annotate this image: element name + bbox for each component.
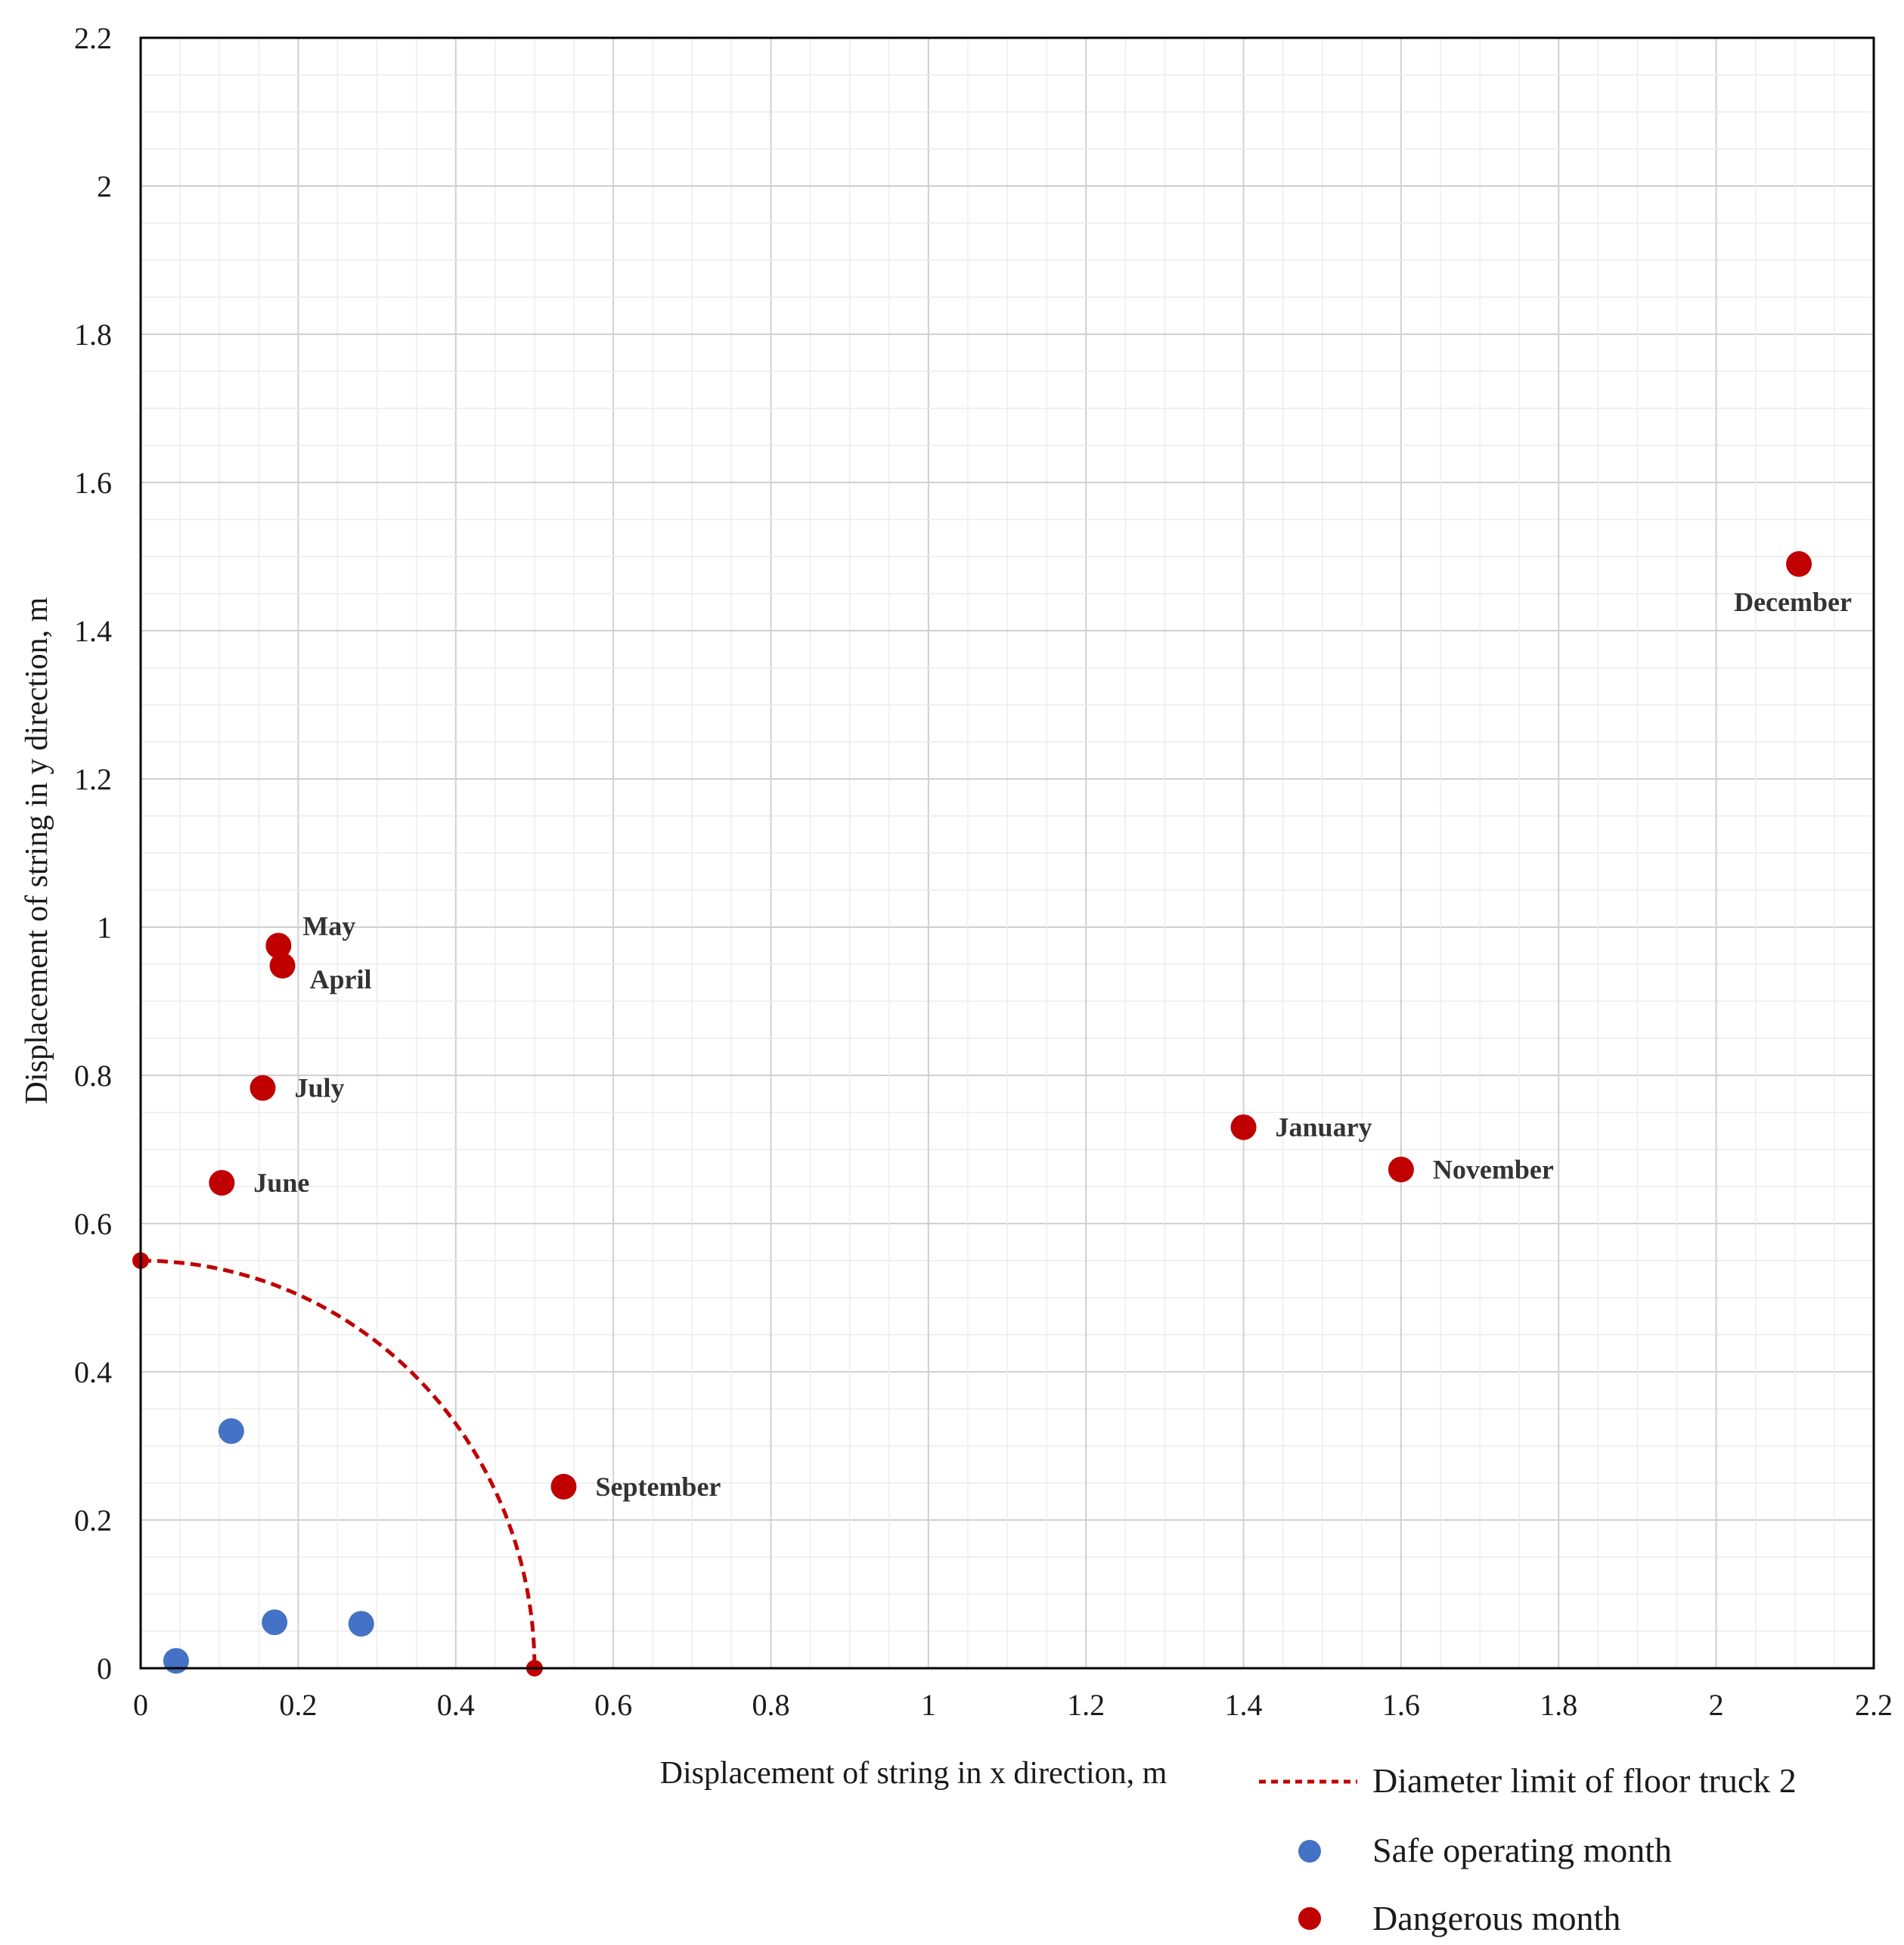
safe-month-point [218, 1418, 244, 1444]
dangerous-month-point [265, 932, 292, 959]
data-points [163, 551, 1813, 1674]
dangerous-month-point [209, 1170, 235, 1196]
x-tick-label: 0.6 [594, 1688, 632, 1722]
dangerous-month-point [1388, 1156, 1414, 1183]
point-label: May [302, 911, 355, 941]
y-tick-label: 0.6 [74, 1207, 112, 1241]
x-tick-label: 1.6 [1382, 1688, 1420, 1722]
y-tick-labels: 0 0.2 0.4 0.6 0.8 1 1.2 1.4 1.6 1.8 2 2.2 [74, 21, 112, 1686]
x-tick-label: 2.2 [1855, 1688, 1893, 1722]
point-labels: May April July June September January November… [253, 587, 1852, 1502]
point-label: June [253, 1168, 309, 1198]
x-tick-label: 1.4 [1225, 1688, 1263, 1722]
x-tick-label: 1.8 [1540, 1688, 1577, 1722]
y-tick-label: 2 [97, 169, 112, 203]
y-tick-label: 1.8 [74, 318, 112, 352]
y-tick-label: 0.2 [74, 1503, 112, 1537]
legend: Diameter limit of floor truck 2 Safe ope… [1259, 1761, 1797, 1937]
x-tick-label: 0.2 [279, 1688, 317, 1722]
dangerous-month-point [269, 952, 296, 979]
x-tick-label: 1 [921, 1688, 936, 1722]
y-tick-label: 1 [97, 910, 112, 945]
dangerous-month-point [550, 1473, 577, 1500]
legend-safe-marker [1298, 1840, 1321, 1863]
point-label: December [1734, 587, 1852, 617]
dangerous-month-point [1786, 551, 1813, 577]
y-tick-label: 1.6 [74, 466, 112, 500]
limit-curve [140, 1258, 537, 1669]
legend-danger-label: Dangerous month [1372, 1899, 1620, 1937]
y-tick-label: 1.2 [74, 762, 112, 796]
point-label: January [1276, 1112, 1372, 1143]
x-tick-label: 1.2 [1067, 1688, 1105, 1722]
y-tick-label: 0.4 [74, 1355, 112, 1389]
dangerous-month-point [1230, 1114, 1257, 1140]
grid [141, 38, 1874, 1668]
safe-month-point [262, 1609, 288, 1636]
x-axis-label: Displacement of string in x direction, m [660, 1756, 1168, 1791]
legend-safe-label: Safe operating month [1372, 1831, 1672, 1869]
point-label: September [595, 1472, 721, 1502]
x-tick-labels: 0 0.2 0.4 0.6 0.8 1 1.2 1.4 1.6 1.8 2 2.2 [133, 1688, 1893, 1722]
safe-month-point [163, 1648, 189, 1674]
y-tick-label: 2.2 [74, 21, 112, 55]
point-label: July [294, 1073, 344, 1103]
x-tick-label: 0.4 [437, 1688, 475, 1722]
point-label: April [310, 964, 372, 994]
x-tick-label: 2 [1709, 1688, 1724, 1722]
y-axis-label: Displacement of string in y direction, m [20, 597, 54, 1104]
legend-limit-label: Diameter limit of floor truck 2 [1372, 1761, 1797, 1800]
dangerous-month-point [250, 1075, 276, 1101]
x-tick-label: 0 [133, 1688, 148, 1722]
y-tick-label: 1.4 [74, 614, 112, 648]
y-tick-label: 0.8 [74, 1059, 112, 1093]
x-tick-label: 0.8 [752, 1688, 789, 1722]
safe-month-point [348, 1611, 374, 1637]
point-label: November [1433, 1154, 1554, 1184]
plot-frame [139, 36, 1875, 1670]
legend-danger-marker [1298, 1907, 1321, 1930]
y-tick-label: 0 [97, 1652, 112, 1686]
